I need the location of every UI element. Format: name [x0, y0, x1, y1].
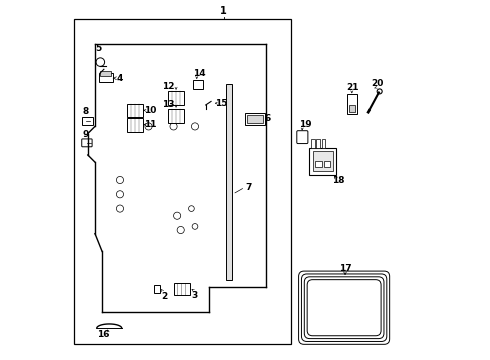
Bar — [168, 109, 184, 123]
Bar — [245, 113, 265, 125]
Text: 10: 10 — [144, 106, 156, 115]
Bar — [82, 117, 93, 125]
Bar — [193, 80, 203, 89]
Text: 1: 1 — [220, 6, 227, 16]
Bar — [315, 161, 322, 167]
Bar — [309, 148, 336, 175]
FancyBboxPatch shape — [82, 139, 92, 147]
Bar — [348, 105, 355, 112]
Text: 18: 18 — [333, 176, 345, 185]
Text: 5: 5 — [96, 44, 101, 53]
Bar — [347, 94, 357, 114]
Text: 4: 4 — [117, 74, 123, 83]
Bar — [74, 19, 292, 344]
Bar — [127, 118, 143, 132]
Bar — [127, 104, 143, 117]
FancyBboxPatch shape — [297, 131, 308, 144]
Text: 17: 17 — [339, 264, 351, 273]
Text: 19: 19 — [298, 120, 311, 129]
Text: 13: 13 — [162, 100, 174, 109]
Text: 15: 15 — [215, 99, 227, 108]
Bar — [100, 71, 111, 76]
Text: 7: 7 — [245, 183, 251, 192]
Bar — [98, 73, 113, 82]
Text: 16: 16 — [97, 330, 109, 339]
Text: 3: 3 — [192, 291, 197, 300]
FancyBboxPatch shape — [301, 274, 387, 342]
Text: 12: 12 — [162, 82, 174, 91]
Bar — [322, 139, 325, 148]
Text: 11: 11 — [144, 120, 156, 129]
Bar — [323, 161, 330, 167]
FancyBboxPatch shape — [304, 277, 384, 339]
Bar — [313, 152, 333, 171]
Bar — [311, 139, 315, 148]
Text: 8: 8 — [82, 107, 89, 116]
Bar — [317, 139, 320, 148]
Bar — [226, 84, 232, 280]
Bar — [154, 285, 160, 293]
Bar — [173, 283, 190, 295]
Text: 6: 6 — [265, 114, 271, 123]
FancyBboxPatch shape — [307, 280, 381, 336]
Bar — [247, 115, 263, 123]
FancyBboxPatch shape — [298, 271, 390, 344]
Bar — [168, 91, 184, 105]
Text: 21: 21 — [346, 84, 358, 93]
Text: 14: 14 — [193, 69, 206, 78]
Text: 9: 9 — [82, 130, 89, 139]
Text: 20: 20 — [371, 79, 383, 88]
Text: 2: 2 — [161, 292, 167, 301]
